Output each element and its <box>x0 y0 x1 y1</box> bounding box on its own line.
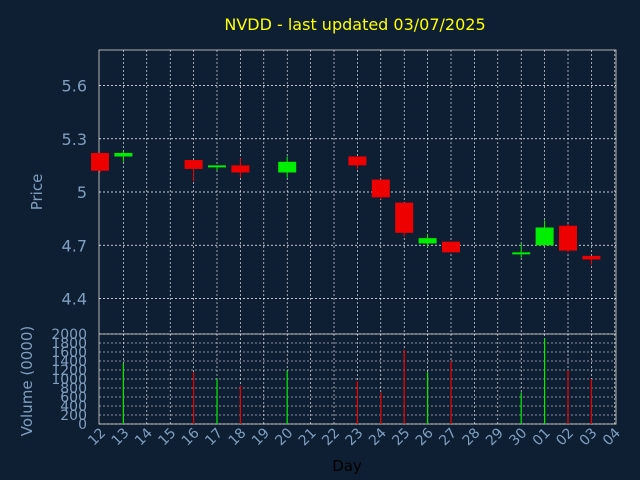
candle-down <box>184 160 203 169</box>
candle-down <box>582 255 601 260</box>
price-tick-label: 5.3 <box>62 130 87 149</box>
candle-up <box>114 152 133 157</box>
volume-tick-label: 1600 <box>51 345 87 361</box>
candles <box>91 151 601 265</box>
volume-tick-label: 400 <box>60 399 87 415</box>
price-grid <box>99 50 616 334</box>
volume-tick-label: 200 <box>60 408 87 424</box>
candle-down <box>559 225 577 251</box>
volume-tick-label: 1800 <box>51 336 87 352</box>
chart-title: NVDD - last updated 03/07/2025 <box>224 15 485 34</box>
volume-tick-label: 2000 <box>51 327 87 343</box>
volume-bars <box>122 338 593 424</box>
volume-tick-label: 800 <box>60 381 87 397</box>
candle-down <box>348 156 367 166</box>
candle-up <box>418 238 437 244</box>
x-axis-label: Day <box>332 457 362 475</box>
x-ticks: 12 13 14 15 16 17 18 19 20 21 22 23 24 25 26 27 28 29 30 01… <box>85 425 624 449</box>
price-tick-label: 4.4 <box>62 290 87 309</box>
candle-down <box>442 241 460 253</box>
price-axis-label: Price <box>28 174 46 211</box>
price-y-ticks: 4.4 4.7 5 5.3 5.6 <box>62 77 87 309</box>
volume-tick-label: 0 <box>78 417 87 433</box>
price-tick-label: 5.6 <box>62 77 87 96</box>
volume-tick-label: 1000 <box>51 372 87 388</box>
candle-up <box>278 161 297 173</box>
volume-tick-label: 1400 <box>51 354 87 370</box>
price-tick-label: 4.7 <box>62 236 87 255</box>
candle-down <box>371 179 390 198</box>
candle-down <box>231 165 250 173</box>
candle-up <box>512 252 531 255</box>
volume-tick-label: 1200 <box>51 363 87 379</box>
candle-up <box>208 165 226 168</box>
volume-tick-label: 600 <box>60 390 87 406</box>
price-tick-label: 5 <box>77 183 87 202</box>
candle-down <box>395 202 414 233</box>
volume-axis-label: Volume (0000) <box>18 326 36 436</box>
candle-down <box>91 152 109 171</box>
candle-up <box>535 227 554 246</box>
